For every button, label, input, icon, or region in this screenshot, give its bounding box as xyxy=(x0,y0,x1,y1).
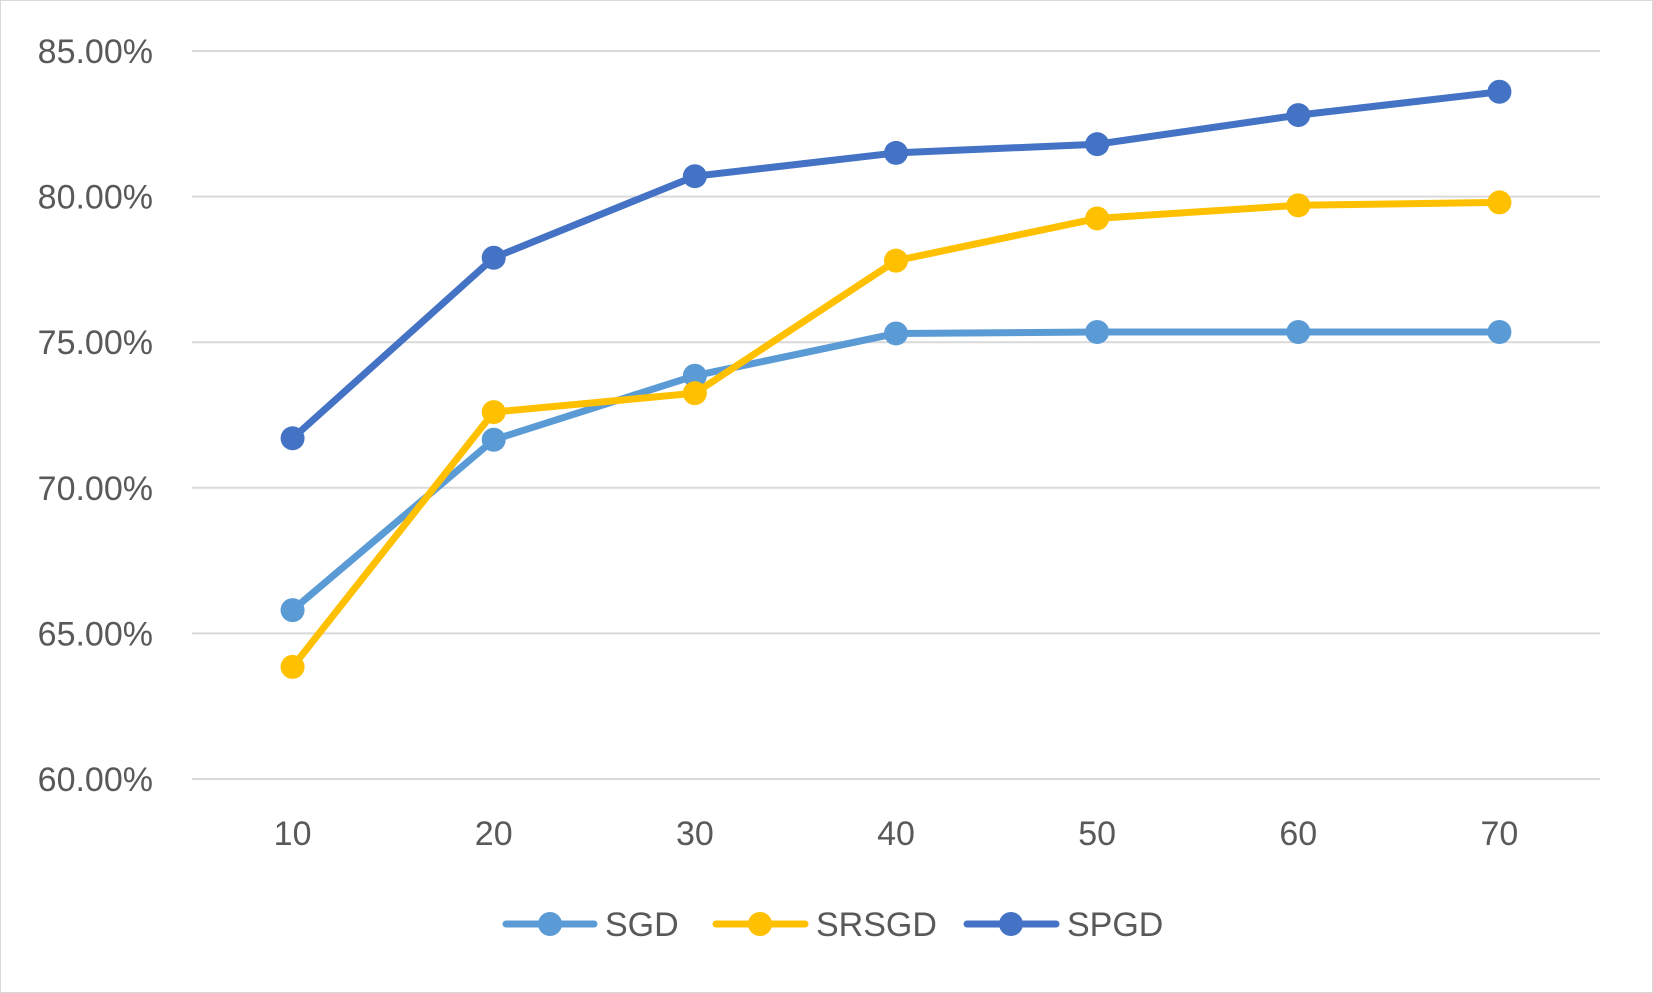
data-point xyxy=(1286,320,1311,345)
data-point xyxy=(1487,190,1512,215)
series-sgd xyxy=(280,320,1512,623)
data-point xyxy=(481,427,506,452)
data-point xyxy=(1487,320,1512,345)
plot-series xyxy=(280,79,1512,679)
data-point xyxy=(1487,79,1512,104)
y-tick-label: 75.00% xyxy=(38,324,153,362)
legend-swatch-marker xyxy=(538,912,562,936)
data-point xyxy=(1085,206,1110,231)
legend-item-sgd: SGD xyxy=(502,906,679,944)
x-tick-label: 40 xyxy=(877,815,915,853)
data-point xyxy=(1286,193,1311,218)
x-tick-label: 70 xyxy=(1481,815,1519,853)
data-point xyxy=(682,164,707,189)
x-tick-label: 20 xyxy=(475,815,513,853)
data-point xyxy=(884,321,908,346)
y-tick-label: 70.00% xyxy=(38,470,153,508)
data-point xyxy=(1286,103,1311,128)
legend-label: SGD xyxy=(605,906,679,944)
legend-item-srsgd: SRSGD xyxy=(712,906,937,944)
legend-item-spgd: SPGD xyxy=(963,906,1163,944)
legend: SGD SRSGD SPGD xyxy=(502,906,1163,944)
data-point xyxy=(280,654,305,679)
y-tick-label: 65.00% xyxy=(38,615,153,653)
y-tick-label: 85.00% xyxy=(38,33,153,71)
x-axis-ticks: 10 20 30 40 50 60 70 xyxy=(274,815,1519,853)
data-point xyxy=(884,248,908,273)
x-tick-label: 50 xyxy=(1078,815,1116,853)
x-tick-label: 30 xyxy=(676,815,714,853)
data-point xyxy=(481,245,506,270)
data-point xyxy=(884,140,908,165)
gridlines xyxy=(192,50,1600,780)
y-axis-ticks: 60.00% 65.00% 70.00% 75.00% 80.00% 85.00% xyxy=(38,33,153,799)
series-srsgd xyxy=(280,190,1512,679)
legend-swatch-marker xyxy=(999,912,1023,936)
data-point xyxy=(1085,320,1110,345)
legend-swatch-marker xyxy=(748,912,772,936)
series-spgd xyxy=(280,79,1512,451)
legend-label: SRSGD xyxy=(816,906,937,944)
data-point xyxy=(481,400,506,425)
x-tick-label: 10 xyxy=(274,815,312,853)
y-tick-label: 60.00% xyxy=(38,761,153,799)
data-point xyxy=(280,598,305,623)
series-line-sgd xyxy=(289,328,1503,614)
data-point xyxy=(280,426,305,451)
x-tick-label: 60 xyxy=(1279,815,1317,853)
data-point xyxy=(1085,132,1110,157)
data-point xyxy=(682,381,707,406)
legend-label: SPGD xyxy=(1067,906,1163,944)
y-tick-label: 80.00% xyxy=(38,179,153,217)
data-point xyxy=(682,363,707,388)
